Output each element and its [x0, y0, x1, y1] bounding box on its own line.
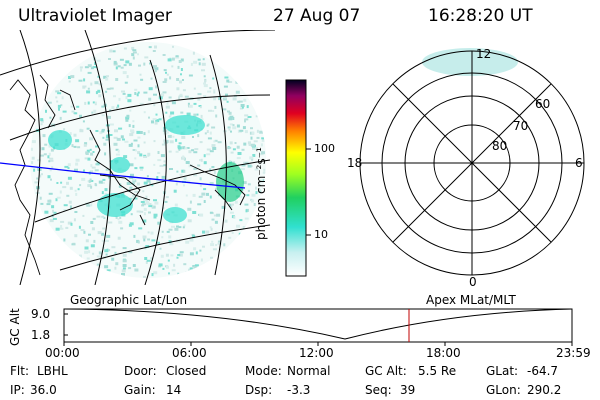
polar-uv-patch [422, 48, 518, 76]
altitude-plot-frame [63, 308, 573, 343]
status-glon-value: 290.2 [527, 383, 562, 397]
status-flt-value: LBHL [37, 364, 68, 378]
status-dsp-value: -3.3 [287, 383, 311, 397]
status-gcalt-value: 5.5 Re [418, 364, 457, 378]
time-label: 16:28:20 UT [428, 6, 533, 26]
lat-lon-grid [0, 30, 275, 285]
date-label: 27 Aug 07 [273, 6, 361, 26]
colorbar-tick-label-100: 100 [314, 142, 335, 155]
mlat-label-80: 80 [492, 139, 508, 153]
map-caption: Geographic Lat/Lon [70, 293, 188, 307]
altitude-ylabel: GC Alt [8, 308, 22, 346]
polar-diagonal-2 [392, 83, 552, 243]
mlat-label-60: 60 [535, 97, 551, 111]
status-door-value: Closed [166, 364, 207, 378]
xtick-2359: 23:59 [556, 346, 591, 360]
status-flt-label: Flt: [10, 364, 29, 378]
status-glat-label: GLat: [486, 364, 519, 378]
status-gain-label: Gain: [124, 383, 156, 397]
status-glon-label: GLon: [486, 383, 521, 397]
terminator-line [0, 162, 246, 189]
status-ip-label: IP: [10, 383, 25, 397]
mlt-label-18: 18 [347, 156, 363, 170]
colorbar-tick-label-10: 10 [314, 228, 328, 241]
status-door-label: Door: [124, 364, 157, 378]
altitude-plot [63, 308, 573, 346]
xtick-0600: 06:00 [172, 346, 207, 360]
xtick-1200: 12:00 [299, 346, 334, 360]
status-dsp-label: Dsp: [245, 383, 273, 397]
status-ip-value: 36.0 [30, 383, 57, 397]
mlat-label-70: 70 [513, 119, 529, 133]
altitude-ytick-high: 9.0 [31, 307, 51, 321]
mlt-label-0: 0 [469, 275, 477, 289]
uv-cyan-regions [48, 115, 244, 223]
image-disk [30, 42, 266, 278]
status-mode-label: Mode: [245, 364, 282, 378]
status-seq-value: 39 [400, 383, 416, 397]
colorbar [285, 79, 307, 277]
geographic-map [0, 30, 275, 285]
mlt-label-6: 6 [575, 156, 583, 170]
colorbar-unit-label: photon cm⁻²s⁻¹ [254, 147, 268, 240]
status-seq-label: Seq: [365, 383, 392, 397]
mlt-label-12: 12 [476, 47, 492, 61]
polar-plot [359, 48, 585, 276]
xtick-1800: 18:00 [426, 346, 461, 360]
status-gain-value: 14 [166, 383, 182, 397]
coastlines [9, 74, 246, 276]
instrument-title: Ultraviolet Imager [18, 6, 172, 26]
altitude-curve [63, 308, 573, 340]
xtick-0000: 00:00 [45, 346, 80, 360]
status-glat-value: -64.7 [527, 364, 559, 378]
status-mode-value: Normal [287, 364, 331, 378]
altitude-ytick-low: 1.8 [31, 328, 51, 342]
status-gcalt-label: GC Alt: [365, 364, 407, 378]
polar-caption: Apex MLat/MLT [426, 293, 516, 307]
